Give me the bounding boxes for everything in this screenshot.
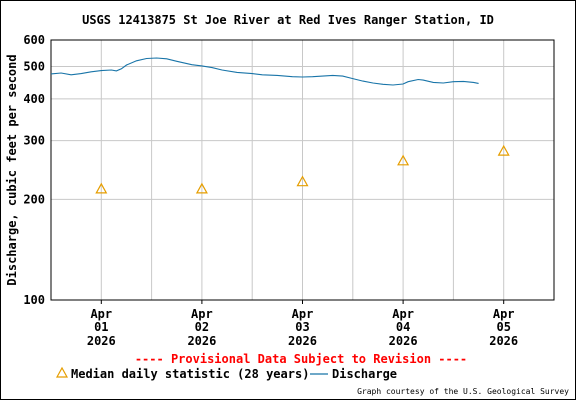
- median-marker: [95, 182, 108, 194]
- legend: Median daily statistic (28 years) Discha…: [55, 366, 397, 381]
- x-tick-year: 2026: [87, 334, 116, 348]
- median-marker: [195, 182, 208, 194]
- y-tick-label: 600: [23, 33, 45, 47]
- median-marker: [497, 144, 510, 156]
- legend-median-marker: [55, 366, 69, 378]
- y-axis-ticks: 100 200 300 400 500 600: [23, 33, 45, 307]
- discharge-line: [50, 57, 479, 86]
- x-tick-day: 04: [396, 320, 410, 334]
- median-marker: [296, 175, 309, 187]
- y-tick-label: 300: [23, 134, 45, 148]
- x-tick-day: 02: [195, 320, 209, 334]
- x-tick-year: 2026: [489, 334, 518, 348]
- y-axis-label: Discharge, cubic feet per second: [5, 54, 19, 285]
- x-tick-day: 05: [496, 320, 510, 334]
- x-tick-month: Apr: [493, 307, 515, 321]
- y-tick-label: 400: [23, 92, 45, 106]
- x-axis-ticks: Apr012026Apr022026Apr032026Apr042026Apr0…: [87, 300, 518, 348]
- graph-credit: Graph courtesy of the U.S. Geological Su…: [357, 387, 569, 396]
- x-tick-year: 2026: [288, 334, 317, 348]
- x-tick-day: 03: [295, 320, 309, 334]
- data-series: [50, 57, 510, 194]
- x-tick-month: Apr: [392, 307, 414, 321]
- median-marker: [397, 154, 410, 166]
- x-tick-year: 2026: [389, 334, 418, 348]
- y-tick-label: 200: [23, 192, 45, 206]
- x-tick-day: 01: [94, 320, 108, 334]
- legend-median-label: Median daily statistic (28 years): [71, 367, 309, 381]
- x-tick-year: 2026: [187, 334, 216, 348]
- chart-title: USGS 12413875 St Joe River at Red Ives R…: [82, 13, 494, 27]
- provisional-notice: ---- Provisional Data Subject to Revisio…: [135, 352, 467, 366]
- x-tick-month: Apr: [292, 307, 314, 321]
- legend-discharge-label: Discharge: [332, 367, 397, 381]
- y-tick-label: 500: [23, 59, 45, 73]
- grid-lines: [51, 40, 554, 300]
- x-tick-month: Apr: [191, 307, 213, 321]
- y-tick-label: 100: [23, 293, 45, 307]
- x-tick-month: Apr: [90, 307, 112, 321]
